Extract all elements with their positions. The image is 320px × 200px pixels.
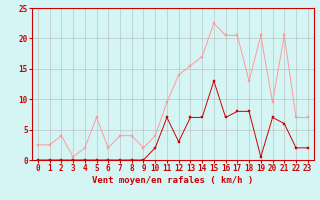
X-axis label: Vent moyen/en rafales ( km/h ): Vent moyen/en rafales ( km/h ) <box>92 176 253 185</box>
